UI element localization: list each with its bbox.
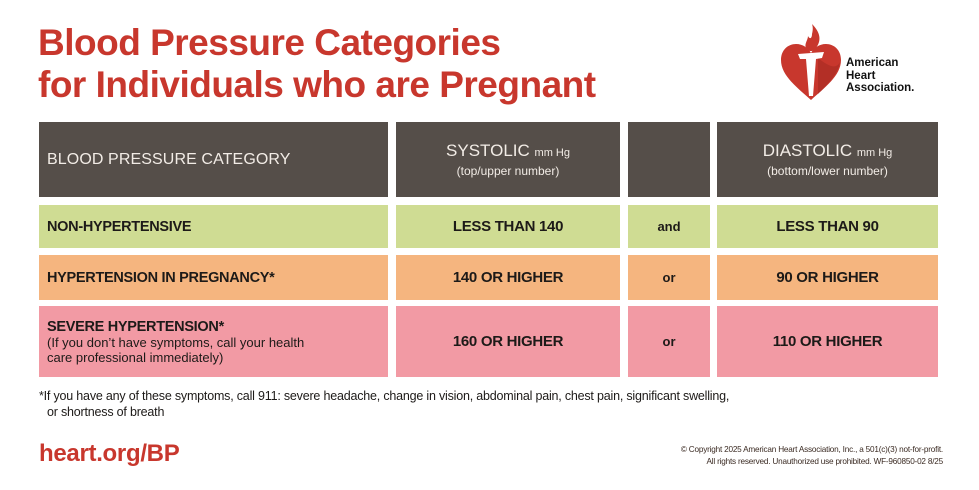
aha-logo: American Heart Association. bbox=[778, 22, 958, 102]
table-row: NON-HYPERTENSIVE LESS THAN 140 and LESS … bbox=[39, 205, 939, 248]
title-line-1: Blood Pressure Categories bbox=[38, 22, 501, 63]
heart-torch-icon bbox=[781, 24, 841, 100]
category-cell: NON-HYPERTENSIVE bbox=[39, 205, 388, 248]
table-row: HYPERTENSION IN PREGNANCY* 140 OR HIGHER… bbox=[39, 255, 939, 300]
symptoms-footnote: *If you have any of these symptoms, call… bbox=[39, 389, 730, 419]
website-link[interactable]: heart.org/BP bbox=[39, 440, 180, 467]
diastolic-cell: 90 OR HIGHER bbox=[717, 255, 938, 300]
header-conjunction bbox=[628, 122, 710, 197]
header-category: BLOOD PRESSURE CATEGORY bbox=[39, 122, 388, 197]
page-title: Blood Pressure Categories for Individual… bbox=[38, 22, 596, 106]
table-header-row: BLOOD PRESSURE CATEGORY SYSTOLIC mm Hg (… bbox=[39, 122, 939, 197]
table-row: SEVERE HYPERTENSION* (If you don’t have … bbox=[39, 306, 939, 377]
logo-wordmark: American Heart Association. bbox=[846, 57, 915, 94]
diastolic-cell: 110 OR HIGHER bbox=[717, 306, 938, 377]
category-cell: HYPERTENSION IN PREGNANCY* bbox=[39, 255, 388, 300]
title-line-2: for Individuals who are Pregnant bbox=[38, 64, 596, 105]
header-diastolic: DIASTOLIC mm Hg (bottom/lower number) bbox=[717, 122, 938, 197]
conjunction-cell: and bbox=[628, 205, 710, 248]
copyright-notice: © Copyright 2025 American Heart Associat… bbox=[680, 445, 943, 466]
conjunction-cell: or bbox=[628, 306, 710, 377]
diastolic-cell: LESS THAN 90 bbox=[717, 205, 938, 248]
conjunction-cell: or bbox=[628, 255, 710, 300]
systolic-cell: 140 OR HIGHER bbox=[396, 255, 620, 300]
systolic-cell: LESS THAN 140 bbox=[396, 205, 620, 248]
systolic-cell: 160 OR HIGHER bbox=[396, 306, 620, 377]
header-systolic: SYSTOLIC mm Hg (top/upper number) bbox=[396, 122, 620, 197]
category-cell: SEVERE HYPERTENSION* (If you don’t have … bbox=[39, 306, 388, 377]
